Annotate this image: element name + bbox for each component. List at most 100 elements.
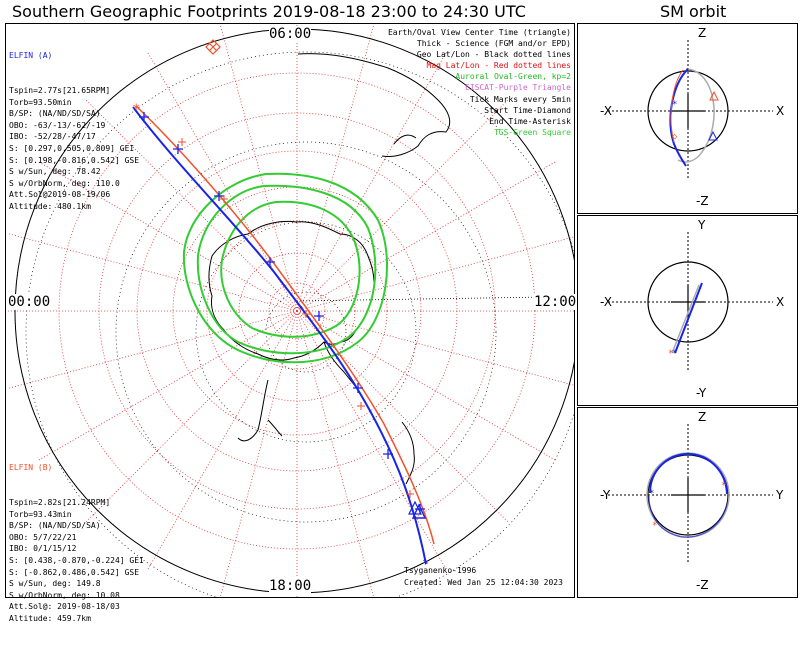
mag-lon-line xyxy=(296,310,448,572)
elfin-a-tick xyxy=(214,191,224,201)
sm2-label-left: -X xyxy=(600,295,612,309)
legend-entry: Auroral Oval-Green, kp=2 xyxy=(455,72,571,82)
auroral-oval-mid xyxy=(196,184,377,355)
model-credit: Tsyganenko-1996 xyxy=(404,566,477,575)
mag-lon-line xyxy=(296,98,510,312)
svg-text:*: * xyxy=(721,481,726,491)
legend-entry: Earth/Oval View Center Time (triangle) xyxy=(387,28,571,37)
elfin-b-stats: Tspin=2.82s[21.24RPM] Torb=93.43min B/SP: … xyxy=(9,497,144,625)
elfin-a-line: S: [0.198,-0.816,0.542] GSE xyxy=(9,155,140,165)
elfin-b-line: Tspin=2.82s[21.24RPM] xyxy=(9,497,111,507)
start-diamond-a xyxy=(205,39,221,55)
end-triangle-b xyxy=(408,500,422,515)
geo-lat-circle xyxy=(115,141,497,523)
elfin-b-line: S w/OrbNorm, deg: 10.08 xyxy=(9,590,120,600)
mag-lon-line xyxy=(219,24,298,312)
noon-meridian xyxy=(296,296,547,302)
earth-circle xyxy=(647,261,729,343)
elfin-a-tick xyxy=(173,144,183,154)
elfin-b-label: ELFIN (B) xyxy=(9,463,53,473)
elfin-a-track xyxy=(132,106,427,565)
sm2-label-top: Y xyxy=(698,218,706,232)
elfin-a-end-asterisk: * xyxy=(422,557,429,571)
mag-lon-line xyxy=(7,232,298,312)
sm2-label-right: X xyxy=(776,295,785,309)
clock-label-left: 00:00 xyxy=(8,294,51,310)
elfin-a-line: IBO: -52/28/-47/17 xyxy=(9,132,96,142)
mag-lon-line xyxy=(296,236,574,312)
clock-label-bottom: 18:00 xyxy=(269,578,312,594)
created-timestamp: Created: Wed Jan 25 12:04:30 2023 xyxy=(404,578,563,587)
elfin-a-line: S w/OrbNorm, deg: 110.0 xyxy=(9,178,120,188)
legend-entry: Start Time-Diamond xyxy=(484,105,571,115)
clock-label-right: 12:00 xyxy=(534,294,577,310)
orbit-track-gray xyxy=(677,68,715,163)
elfin-a-line: Att.Sol@2019-08-19/06 xyxy=(9,190,111,200)
sm3-label-top: Z xyxy=(698,410,707,424)
elfin-a-info: ELFIN (A) Tspin=2.77s[21.65RPM] Torb=93.5… xyxy=(9,27,139,236)
end-triangle-a xyxy=(411,503,427,519)
mag-lon-line xyxy=(7,310,298,390)
new-zealand-coast xyxy=(393,134,417,145)
legend-entry: End Time-Asterisk xyxy=(489,116,571,126)
mag-lon-line xyxy=(219,310,298,597)
mag-lon-line xyxy=(296,24,375,312)
sm-panel-xy: * * Y -Y -X X xyxy=(577,215,798,406)
mag-lon-line xyxy=(296,310,574,386)
sm1-label-top: Z xyxy=(698,26,707,40)
elfin-b-track xyxy=(135,105,435,545)
elfin-a-stats: Tspin=2.77s[21.65RPM] Torb=93.50min B/SP: … xyxy=(9,85,139,213)
elfin-b-line: S: [0.438,-0.870,-0.224] GEI xyxy=(9,555,144,565)
map-title: Southern Geographic Footprints 2019-08-1… xyxy=(12,2,526,21)
orbit-track-a xyxy=(649,452,728,495)
auroral-oval xyxy=(182,172,389,364)
elfin-a-tick xyxy=(383,449,393,459)
mag-lon-line xyxy=(146,50,298,312)
sm1-label-left: -X xyxy=(600,104,612,118)
mag-lon-line xyxy=(36,160,298,312)
sm1-label-bottom: -Z xyxy=(696,194,709,208)
elfin-b-line: B/SP: (NA/ND/SD/SA) xyxy=(9,521,101,531)
elfin-a-line: OBO: -63/-13/-62/-19 xyxy=(9,120,106,130)
orbit-track-a xyxy=(669,68,689,167)
elfin-a-line: B/SP: (NA/ND/SD/SA) xyxy=(9,109,101,119)
sm3-label-right: Y xyxy=(776,488,784,502)
elfin-b-end-asterisk: * xyxy=(132,102,140,118)
elfin-b-line: OBO: 5/7/22/21 xyxy=(9,532,77,542)
sm-panel-xz: * ◇ Z -Z -X X xyxy=(577,23,798,214)
orbit-track-a xyxy=(674,282,703,354)
orbit-track-gray xyxy=(671,284,700,354)
elfin-b-line: IBO: 0/1/15/12 xyxy=(9,544,77,554)
auroral-oval-inner xyxy=(220,200,361,338)
elfin-b-line: S w/Sun, deg: 149.8 xyxy=(9,579,101,589)
mag-lon-line xyxy=(296,50,448,312)
elfin-b-tick xyxy=(357,402,365,410)
sm2-label-bottom: -Y xyxy=(696,386,707,400)
elfin-a-tick xyxy=(139,112,149,122)
earth-circle xyxy=(647,70,729,152)
legend-entry: Tick Marks every 5min xyxy=(469,94,571,104)
geo-lat-circle xyxy=(265,291,347,373)
mag-lon-line xyxy=(296,310,558,462)
elfin-a-tick xyxy=(353,383,363,393)
elfin-b-tick xyxy=(220,195,228,203)
elfin-b-tick xyxy=(178,138,186,146)
sm3-label-left: -Y xyxy=(600,488,611,502)
australia-coast xyxy=(297,53,451,157)
elfin-b-info: ELFIN (B) Tspin=2.82s[21.24RPM] Torb=93.4… xyxy=(9,439,144,648)
mag-lon-line xyxy=(296,310,510,524)
geo-lat-circle xyxy=(195,221,417,443)
elfin-b-line: S: [-0.862,0.486,0.542] GSE xyxy=(9,567,140,577)
footprint-map: * * ELFIN (A) Tspin=2.77s[21.65RPM] Torb=9… xyxy=(5,23,577,623)
elfin-a-tick xyxy=(265,257,275,267)
mag-lon-line xyxy=(84,310,298,524)
elfin-a-tick xyxy=(314,311,324,321)
elfin-b-tick xyxy=(406,490,414,498)
map-legend: Earth/Oval View Center Time (triangle) Th… xyxy=(388,27,571,138)
svg-text:*: * xyxy=(672,100,677,110)
elfin-a-line: Tspin=2.77s[21.65RPM] xyxy=(9,85,111,95)
legend-entry: TGS-Green Square xyxy=(493,127,571,137)
legend-entry: Mag Lat/Lon - Red dotted lines xyxy=(426,61,572,71)
mag-lon-line xyxy=(296,310,375,597)
sm-panel-xz-canvas: * ◇ xyxy=(608,40,773,180)
